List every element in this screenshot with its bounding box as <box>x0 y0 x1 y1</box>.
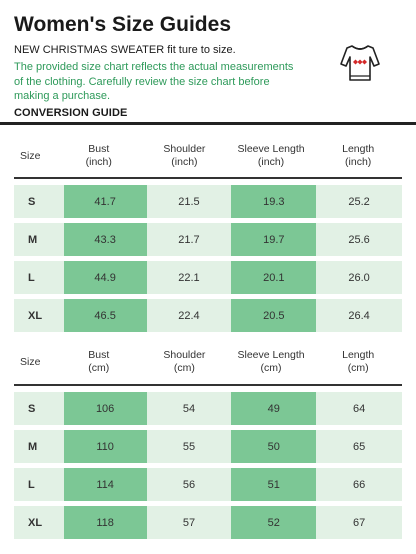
cell-length: 64 <box>316 392 402 425</box>
top-divider <box>0 122 416 125</box>
header-bust: Bust (cm) <box>88 349 110 374</box>
description: The provided size chart reflects the act… <box>14 61 294 102</box>
cell-size: XL <box>14 299 64 332</box>
table-row: L 114 56 51 66 <box>14 468 402 501</box>
header-shoulder: Shoulder (cm) <box>163 349 206 374</box>
cell-sleeve-length: 49 <box>231 392 317 425</box>
page-title: Women's Size Guides <box>14 13 231 36</box>
cell-length: 25.6 <box>316 223 402 256</box>
conversion-guide-label: CONVERSION GUIDE <box>14 106 128 119</box>
cell-shoulder: 54 <box>146 392 232 425</box>
cell-shoulder: 57 <box>146 506 232 539</box>
cell-size: L <box>14 261 64 294</box>
cell-bust: 44.9 <box>63 261 147 294</box>
cell-bust: 114 <box>63 468 147 501</box>
cell-size: M <box>14 430 64 463</box>
table-row: XL 118 57 52 67 <box>14 506 402 539</box>
cell-sleeve-length: 19.7 <box>231 223 317 256</box>
cell-length: 25.2 <box>316 185 402 218</box>
cell-bust: 43.3 <box>63 223 147 256</box>
cell-size: S <box>14 392 64 425</box>
table-row: S 41.7 21.5 19.3 25.2 <box>14 185 402 218</box>
cell-length: 67 <box>316 506 402 539</box>
cell-bust: 118 <box>63 506 147 539</box>
header-size: Size <box>20 149 41 162</box>
header-length: Length (inch) <box>342 143 375 168</box>
cell-length: 26.0 <box>316 261 402 294</box>
table-row: XL 46.5 22.4 20.5 26.4 <box>14 299 402 332</box>
header-bust: Bust (inch) <box>85 143 112 168</box>
cell-size: L <box>14 468 64 501</box>
cell-size: M <box>14 223 64 256</box>
cm-table: Size Bust (cm) Shoulder (cm) Sleeve Length… <box>14 336 402 388</box>
cell-bust: 106 <box>63 392 147 425</box>
cell-bust: 41.7 <box>63 185 147 218</box>
cell-length: 66 <box>316 468 402 501</box>
header-length: Length (cm) <box>342 349 375 374</box>
table-row: M 110 55 50 65 <box>14 430 402 463</box>
header-sleeve-length: Sleeve Length (cm) <box>237 349 305 374</box>
cell-size: S <box>14 185 64 218</box>
header-sleeve-length: Sleeve Length (inch) <box>237 143 305 168</box>
table-row: M 43.3 21.7 19.7 25.6 <box>14 223 402 256</box>
cell-sleeve-length: 20.1 <box>231 261 317 294</box>
cell-shoulder: 55 <box>146 430 232 463</box>
cell-shoulder: 56 <box>146 468 232 501</box>
cell-shoulder: 22.1 <box>146 261 232 294</box>
table-row: S 106 54 49 64 <box>14 392 402 425</box>
cell-sleeve-length: 50 <box>231 430 317 463</box>
cell-bust: 46.5 <box>63 299 147 332</box>
header-size: Size <box>20 355 41 368</box>
header: Women's Size Guides NEW CHRISTMAS SWEATE… <box>14 12 314 119</box>
table-row: L 44.9 22.1 20.1 26.0 <box>14 261 402 294</box>
cell-bust: 110 <box>63 430 147 463</box>
cell-sleeve-length: 19.3 <box>231 185 317 218</box>
cell-sleeve-length: 52 <box>231 506 317 539</box>
cell-shoulder: 21.7 <box>146 223 232 256</box>
cm-table-body: S 106 54 49 64 M 110 55 50 65 L 114 56 51 66 XL 118 57 52 6… <box>14 392 402 544</box>
cm-table-header: Size Bust (cm) Shoulder (cm) Sleeve Length… <box>14 336 402 388</box>
header-shoulder: Shoulder (inch) <box>163 143 206 168</box>
cell-shoulder: 22.4 <box>146 299 232 332</box>
cell-sleeve-length: 51 <box>231 468 317 501</box>
sweater-icon <box>340 45 380 81</box>
cell-shoulder: 21.5 <box>146 185 232 218</box>
inch-header-line <box>14 177 402 179</box>
cell-length: 65 <box>316 430 402 463</box>
cm-header-line <box>14 384 402 386</box>
cell-size: XL <box>14 506 64 539</box>
inch-table-body: S 41.7 21.5 19.3 25.2 M 43.3 21.7 19.7 25.6 L 44.9 2… <box>14 185 402 337</box>
subtitle: NEW CHRISTMAS SWEATER fit ture to size. <box>14 44 236 56</box>
cell-length: 26.4 <box>316 299 402 332</box>
inch-table-header: Size Bust (inch) Shoulder (inch) Sleeve Le… <box>14 130 402 182</box>
cell-sleeve-length: 20.5 <box>231 299 317 332</box>
inch-table: Size Bust (inch) Shoulder (inch) Sleeve Le… <box>14 130 402 182</box>
